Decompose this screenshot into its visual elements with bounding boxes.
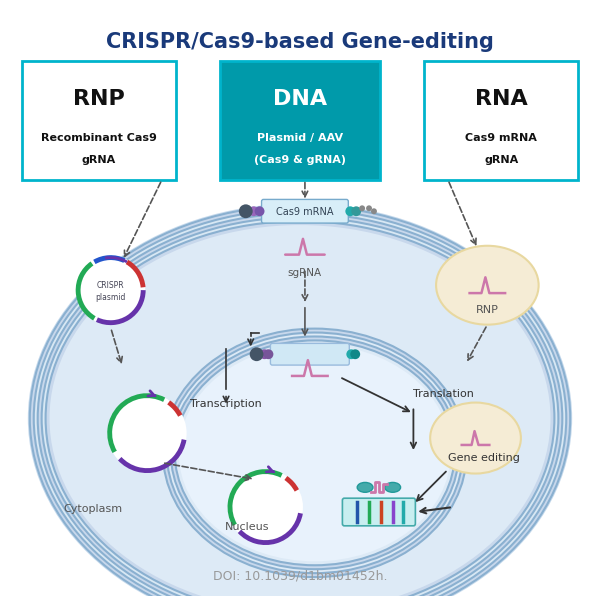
FancyBboxPatch shape (271, 343, 349, 365)
Ellipse shape (167, 332, 463, 573)
Ellipse shape (366, 206, 372, 212)
Text: Plasmid / AAV: Plasmid / AAV (257, 133, 343, 143)
FancyBboxPatch shape (220, 61, 380, 179)
Ellipse shape (228, 470, 303, 545)
Ellipse shape (436, 246, 539, 325)
Ellipse shape (108, 394, 187, 473)
Text: DOI: 10.1039/d1bm01452h.: DOI: 10.1039/d1bm01452h. (213, 569, 387, 582)
Ellipse shape (351, 206, 361, 216)
FancyBboxPatch shape (262, 199, 349, 223)
Ellipse shape (359, 206, 365, 212)
Text: Cas9 mRNA: Cas9 mRNA (465, 133, 537, 143)
Text: Gene editing: Gene editing (448, 453, 520, 463)
Text: RNP: RNP (73, 89, 125, 109)
Text: RNA: RNA (475, 89, 527, 109)
Text: CRISPR/Cas9-based Gene-editing: CRISPR/Cas9-based Gene-editing (106, 32, 494, 52)
Ellipse shape (28, 203, 572, 600)
FancyBboxPatch shape (22, 61, 176, 179)
Text: RNP: RNP (476, 305, 499, 315)
Ellipse shape (175, 340, 455, 565)
Ellipse shape (249, 206, 259, 216)
Text: Recombinant Cas9: Recombinant Cas9 (41, 133, 157, 143)
Text: (Cas9 & gRNA): (Cas9 & gRNA) (254, 155, 346, 165)
Ellipse shape (41, 217, 559, 600)
Text: CRISPR: CRISPR (97, 281, 124, 290)
Ellipse shape (171, 337, 459, 569)
Text: plasmid: plasmid (95, 293, 126, 302)
Ellipse shape (263, 349, 274, 359)
Ellipse shape (371, 208, 377, 214)
Text: gRNA: gRNA (484, 155, 518, 165)
Ellipse shape (346, 349, 356, 359)
Text: gRNA: gRNA (82, 155, 116, 165)
Ellipse shape (46, 221, 554, 600)
Ellipse shape (34, 209, 566, 600)
FancyBboxPatch shape (424, 61, 578, 179)
Ellipse shape (76, 256, 145, 325)
Ellipse shape (38, 213, 562, 600)
Text: Translation: Translation (413, 389, 474, 398)
Ellipse shape (30, 205, 570, 600)
FancyBboxPatch shape (343, 498, 415, 526)
Text: DNA: DNA (273, 89, 327, 109)
Text: Cas9 mRNA: Cas9 mRNA (276, 207, 334, 217)
Ellipse shape (250, 347, 263, 361)
Ellipse shape (385, 482, 401, 492)
Text: Transcription: Transcription (190, 398, 262, 409)
Text: Cytoplasm: Cytoplasm (64, 504, 122, 514)
Text: sgRNA: sgRNA (288, 268, 322, 278)
Ellipse shape (260, 349, 269, 359)
Ellipse shape (163, 329, 467, 577)
Ellipse shape (346, 206, 355, 216)
Ellipse shape (350, 349, 360, 359)
Ellipse shape (50, 225, 550, 600)
Ellipse shape (357, 482, 373, 492)
Ellipse shape (430, 403, 521, 473)
Text: Nucleus: Nucleus (224, 522, 269, 532)
Ellipse shape (179, 344, 451, 562)
Ellipse shape (254, 206, 265, 216)
Ellipse shape (239, 205, 253, 218)
